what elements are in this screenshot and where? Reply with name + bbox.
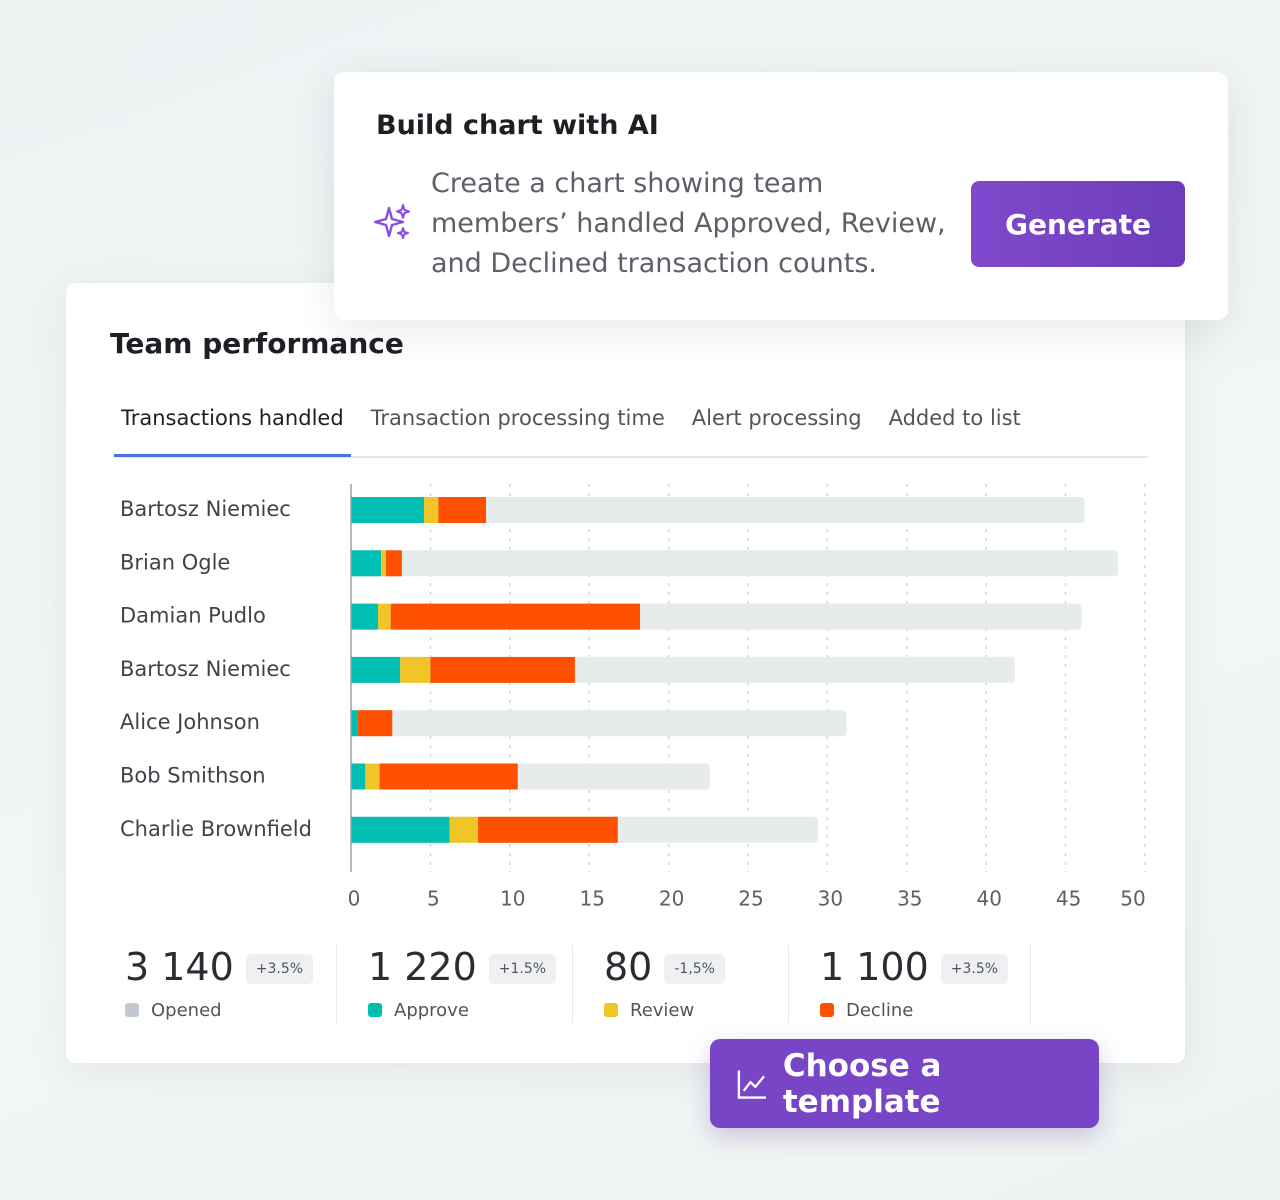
sparkle-icon: [374, 204, 410, 239]
card-title: Team performance: [110, 327, 404, 360]
legend-swatch: [125, 1003, 139, 1017]
legend-label: Decline: [846, 1000, 914, 1021]
legend-swatch: [604, 1003, 618, 1017]
stat-value: 3 140: [125, 945, 234, 989]
divider: [788, 945, 789, 1023]
stat: 1 100 +3.5% Decline: [820, 945, 1040, 1025]
divider: [572, 945, 573, 1023]
stat: 3 140 +3.5% Opened: [125, 945, 345, 1025]
legend-item: Decline: [820, 1000, 913, 1021]
stat-value: 1 100: [820, 945, 929, 989]
change-chip: +1.5%: [488, 954, 557, 984]
tab[interactable]: Transaction processing time: [370, 406, 665, 430]
change-chip: +3.5%: [245, 954, 314, 984]
chart-icon: [737, 1069, 766, 1099]
tabs: Transactions handled Transaction process…: [114, 406, 1148, 458]
legend-swatch: [820, 1003, 834, 1017]
stat-value: 1 220: [368, 945, 477, 989]
change-chip: +3.5%: [940, 954, 1009, 984]
legend-label: Opened: [151, 1000, 222, 1021]
stat: 1 220 +1.5% Approve: [368, 945, 588, 1025]
template-button[interactable]: Choose a template: [710, 1039, 1099, 1128]
legend-item: Review: [604, 1000, 694, 1021]
legend-swatch: [368, 1003, 382, 1017]
legend-label: Review: [630, 1000, 695, 1021]
change-chip: -1,5%: [664, 954, 725, 984]
template-label: Choose a template: [782, 1047, 942, 1120]
stat-value: 80: [604, 945, 653, 989]
legend-item: Approve: [368, 1000, 469, 1021]
ai-title: Build chart with AI: [376, 110, 659, 141]
legend-item: Opened: [125, 1000, 222, 1021]
divider: [1030, 945, 1031, 1023]
generate-button[interactable]: Generate: [971, 181, 1185, 267]
ai-panel: Build chart with AI Create a chart showi…: [334, 72, 1228, 320]
stat: 80 -1,5% Review: [604, 945, 824, 1025]
tab[interactable]: Transactions handled: [114, 406, 351, 457]
tab[interactable]: Alert processing: [691, 406, 862, 430]
legend-label: Approve: [394, 1000, 469, 1021]
ai-prompt[interactable]: Create a chart showing team members’ han…: [431, 168, 946, 279]
tab[interactable]: Added to list: [888, 406, 1021, 430]
divider: [336, 945, 337, 1023]
